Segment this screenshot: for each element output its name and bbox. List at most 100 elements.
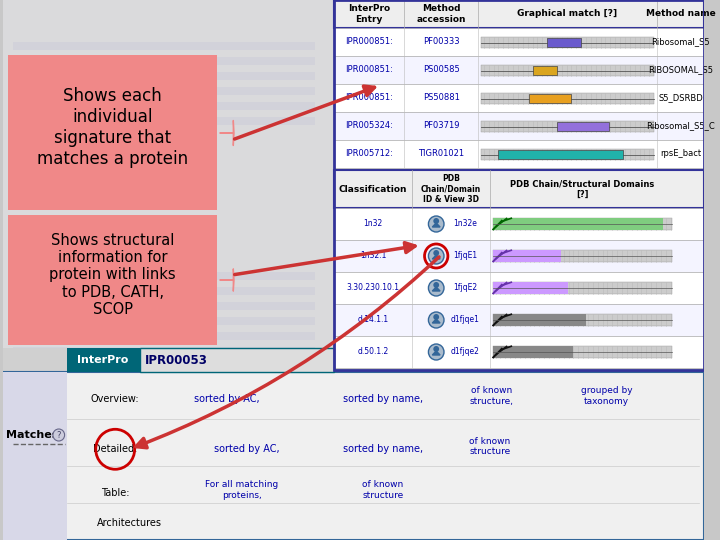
Text: IPR00053: IPR00053	[145, 354, 207, 367]
Bar	[334, 208, 703, 240]
Text: Method
accession: Method accession	[416, 4, 466, 24]
Text: Matches: Matches	[6, 430, 63, 440]
Text: InterPro
Entry: InterPro Entry	[348, 4, 390, 24]
Text: sorted by AC,: sorted by AC,	[214, 444, 279, 454]
Bar	[334, 170, 703, 208]
Bar	[334, 84, 703, 112]
Bar	[492, 282, 568, 294]
Circle shape	[433, 346, 439, 352]
Circle shape	[428, 216, 444, 232]
Bar	[4, 0, 334, 540]
Text: d1fjqe1: d1fjqe1	[451, 315, 480, 325]
Bar	[13, 272, 315, 280]
Text: RIBOSOMAL_S5: RIBOSOMAL_S5	[648, 65, 713, 75]
Bar	[13, 57, 315, 65]
Text: Method name: Method name	[646, 10, 715, 18]
Text: Shows each
individual
signature that
matches a protein: Shows each individual signature that mat…	[37, 87, 189, 168]
Bar	[492, 314, 585, 326]
Text: IPR005324:: IPR005324:	[345, 122, 393, 131]
Bar	[492, 218, 672, 230]
Text: Architectures: Architectures	[97, 518, 162, 528]
Bar	[13, 332, 315, 340]
Text: sorted by AC,: sorted by AC,	[194, 394, 260, 404]
Bar	[13, 72, 315, 80]
Bar	[492, 314, 672, 326]
Text: PF00333: PF00333	[423, 37, 459, 46]
Bar	[334, 304, 703, 336]
Bar	[481, 37, 654, 48]
Bar	[492, 218, 662, 230]
Bar	[334, 240, 703, 272]
Circle shape	[433, 250, 439, 256]
Polygon shape	[432, 351, 440, 355]
Text: d1fjqe2: d1fjqe2	[451, 348, 480, 356]
Text: TIGR01021: TIGR01021	[418, 150, 464, 159]
Text: of known
structure: of known structure	[362, 480, 403, 500]
Bar	[492, 346, 672, 358]
Text: d.50.1.2: d.50.1.2	[357, 348, 389, 356]
Text: 3.30.230.10.1: 3.30.230.10.1	[346, 284, 400, 293]
Text: of known
structure: of known structure	[469, 436, 510, 456]
Bar	[557, 122, 609, 131]
Bar	[8, 215, 217, 345]
Bar	[529, 94, 571, 103]
Bar	[492, 250, 672, 262]
Bar	[334, 28, 703, 56]
Text: IPR000851:: IPR000851:	[345, 37, 393, 46]
Bar	[66, 348, 140, 372]
Text: IPR000851:: IPR000851:	[345, 65, 393, 75]
Text: Overview:: Overview:	[91, 394, 140, 404]
Bar	[533, 66, 557, 75]
Bar	[334, 56, 703, 84]
Text: 1fjqE1: 1fjqE1	[454, 252, 477, 260]
Bar	[13, 302, 315, 310]
Text: ?: ?	[57, 430, 61, 440]
Bar	[492, 346, 573, 358]
Text: 1n32e: 1n32e	[454, 219, 477, 228]
Bar	[481, 65, 654, 76]
Bar	[481, 149, 654, 160]
Circle shape	[428, 344, 444, 360]
Bar	[4, 348, 334, 372]
Bar	[481, 121, 654, 132]
Text: PS00585: PS00585	[423, 65, 459, 75]
Bar	[546, 38, 581, 47]
Bar	[334, 140, 703, 168]
Bar	[334, 272, 703, 304]
Bar	[13, 287, 315, 295]
Bar	[13, 117, 315, 125]
Bar	[13, 87, 315, 95]
Text: 1n32: 1n32	[364, 219, 382, 228]
Text: Graphical match [?]: Graphical match [?]	[518, 10, 618, 18]
Bar	[4, 0, 334, 540]
Text: sorted by name,: sorted by name,	[343, 394, 423, 404]
Bar	[8, 55, 217, 210]
Text: Ribosomal_S5_C: Ribosomal_S5_C	[646, 122, 715, 131]
Text: 1fjqE2: 1fjqE2	[454, 284, 477, 293]
Polygon shape	[432, 255, 440, 259]
Bar	[13, 102, 315, 110]
Circle shape	[428, 312, 444, 328]
Text: PF03719: PF03719	[423, 122, 459, 131]
Bar	[13, 42, 315, 50]
Text: PS50881: PS50881	[423, 93, 459, 103]
Text: Shows structural
information for
protein with links
to PDB, CATH,
SCOP: Shows structural information for protein…	[50, 233, 176, 318]
Bar	[13, 317, 315, 325]
Text: InterPro: InterPro	[77, 355, 128, 365]
Bar	[140, 348, 334, 372]
Circle shape	[433, 314, 439, 320]
Bar	[13, 347, 315, 355]
Text: Table:: Table:	[101, 488, 130, 498]
Circle shape	[428, 248, 444, 264]
Polygon shape	[432, 319, 440, 323]
Bar	[481, 93, 654, 104]
Text: grouped by
taxonomy: grouped by taxonomy	[580, 386, 632, 406]
Polygon shape	[432, 287, 440, 291]
Text: Classification: Classification	[338, 185, 408, 193]
Text: PDB
Chain/Domain
ID & View 3D: PDB Chain/Domain ID & View 3D	[420, 174, 481, 204]
Text: PDB Chain/Structural Domains
[?]: PDB Chain/Structural Domains [?]	[510, 179, 654, 199]
Bar	[334, 0, 703, 370]
Circle shape	[428, 280, 444, 296]
Text: Ribosomal_S5: Ribosomal_S5	[651, 37, 710, 46]
Text: IPR005712:: IPR005712:	[345, 150, 393, 159]
